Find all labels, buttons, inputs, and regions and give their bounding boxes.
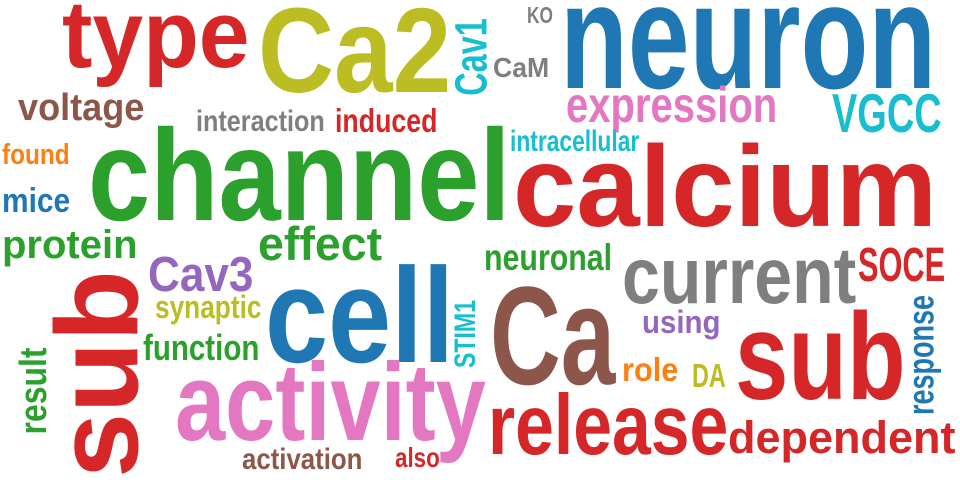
word-sub-right: sub: [735, 289, 906, 426]
word-using: using: [642, 304, 721, 340]
word-calcium: calcium: [513, 123, 937, 251]
word-also: also: [395, 442, 440, 473]
word-release: release: [488, 378, 729, 473]
word-activity: activity: [175, 341, 486, 464]
word-ca2: Ca2: [258, 0, 452, 118]
word-cav3: Cav3: [148, 248, 254, 302]
word-activation: activation: [242, 443, 363, 476]
word-dependent: dependent: [728, 412, 956, 463]
word-role: role: [622, 351, 679, 388]
word-neuronal: neuronal: [484, 237, 613, 278]
word-interaction: interaction: [196, 105, 325, 138]
word-da: DA: [692, 357, 726, 394]
word-function: function: [143, 327, 260, 368]
word-current: current: [622, 231, 857, 320]
word-type: type: [62, 0, 250, 88]
word-voltage: voltage: [18, 87, 145, 129]
word-ko: KO: [527, 2, 553, 28]
word-intracellular: intracellular: [510, 125, 640, 158]
word-cav1: Cav1: [445, 18, 497, 96]
word-ca: Ca: [490, 257, 616, 414]
word-response: response: [900, 294, 942, 416]
word-synaptic: synaptic: [155, 289, 262, 325]
word-protein: protein: [2, 223, 138, 267]
word-induced: induced: [335, 102, 438, 139]
word-cam: CaM: [493, 52, 550, 83]
word-neuron: neuron: [560, 0, 937, 120]
word-vgcc: VGCC: [832, 82, 942, 144]
word-cell: cell: [265, 240, 455, 391]
word-effect: effect: [258, 217, 383, 270]
word-channel: channel: [88, 102, 511, 248]
word-expression: expression: [566, 77, 778, 133]
word-found: found: [2, 139, 70, 171]
word-mice: mice: [2, 182, 71, 220]
word-soce: SOCE: [858, 239, 946, 292]
word-sub-left: sub: [31, 269, 163, 479]
word-result: result: [13, 347, 55, 435]
